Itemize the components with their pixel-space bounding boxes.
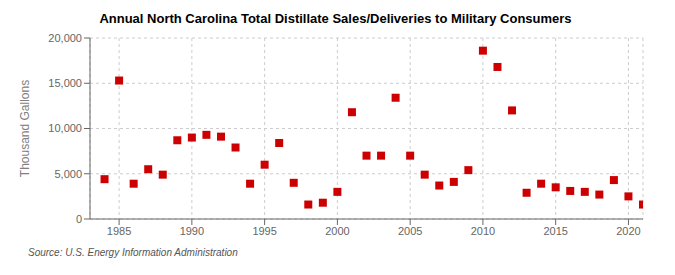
svg-text:15,000: 15,000 (48, 77, 82, 89)
svg-text:5,000: 5,000 (54, 168, 82, 180)
svg-text:Thousand Gallons: Thousand Gallons (18, 80, 32, 177)
svg-text:2010: 2010 (471, 225, 495, 237)
svg-text:2015: 2015 (543, 225, 567, 237)
svg-text:1990: 1990 (180, 225, 204, 237)
svg-text:10,000: 10,000 (48, 122, 82, 134)
svg-text:1995: 1995 (252, 225, 276, 237)
html-text:Source: U.S. Energy Informatio: Source: U.S. Energy Information Administ… (28, 247, 238, 258)
svg-text:1985: 1985 (107, 225, 131, 237)
svg-text:0: 0 (76, 213, 82, 225)
html-text:Annual North Carolina Total Di: Annual North Carolina Total Distillate S… (99, 11, 572, 26)
svg-text:2000: 2000 (325, 225, 349, 237)
svg-text:20,000: 20,000 (48, 32, 82, 44)
svg-text:2020: 2020 (616, 225, 640, 237)
svg-text:2005: 2005 (398, 225, 422, 237)
